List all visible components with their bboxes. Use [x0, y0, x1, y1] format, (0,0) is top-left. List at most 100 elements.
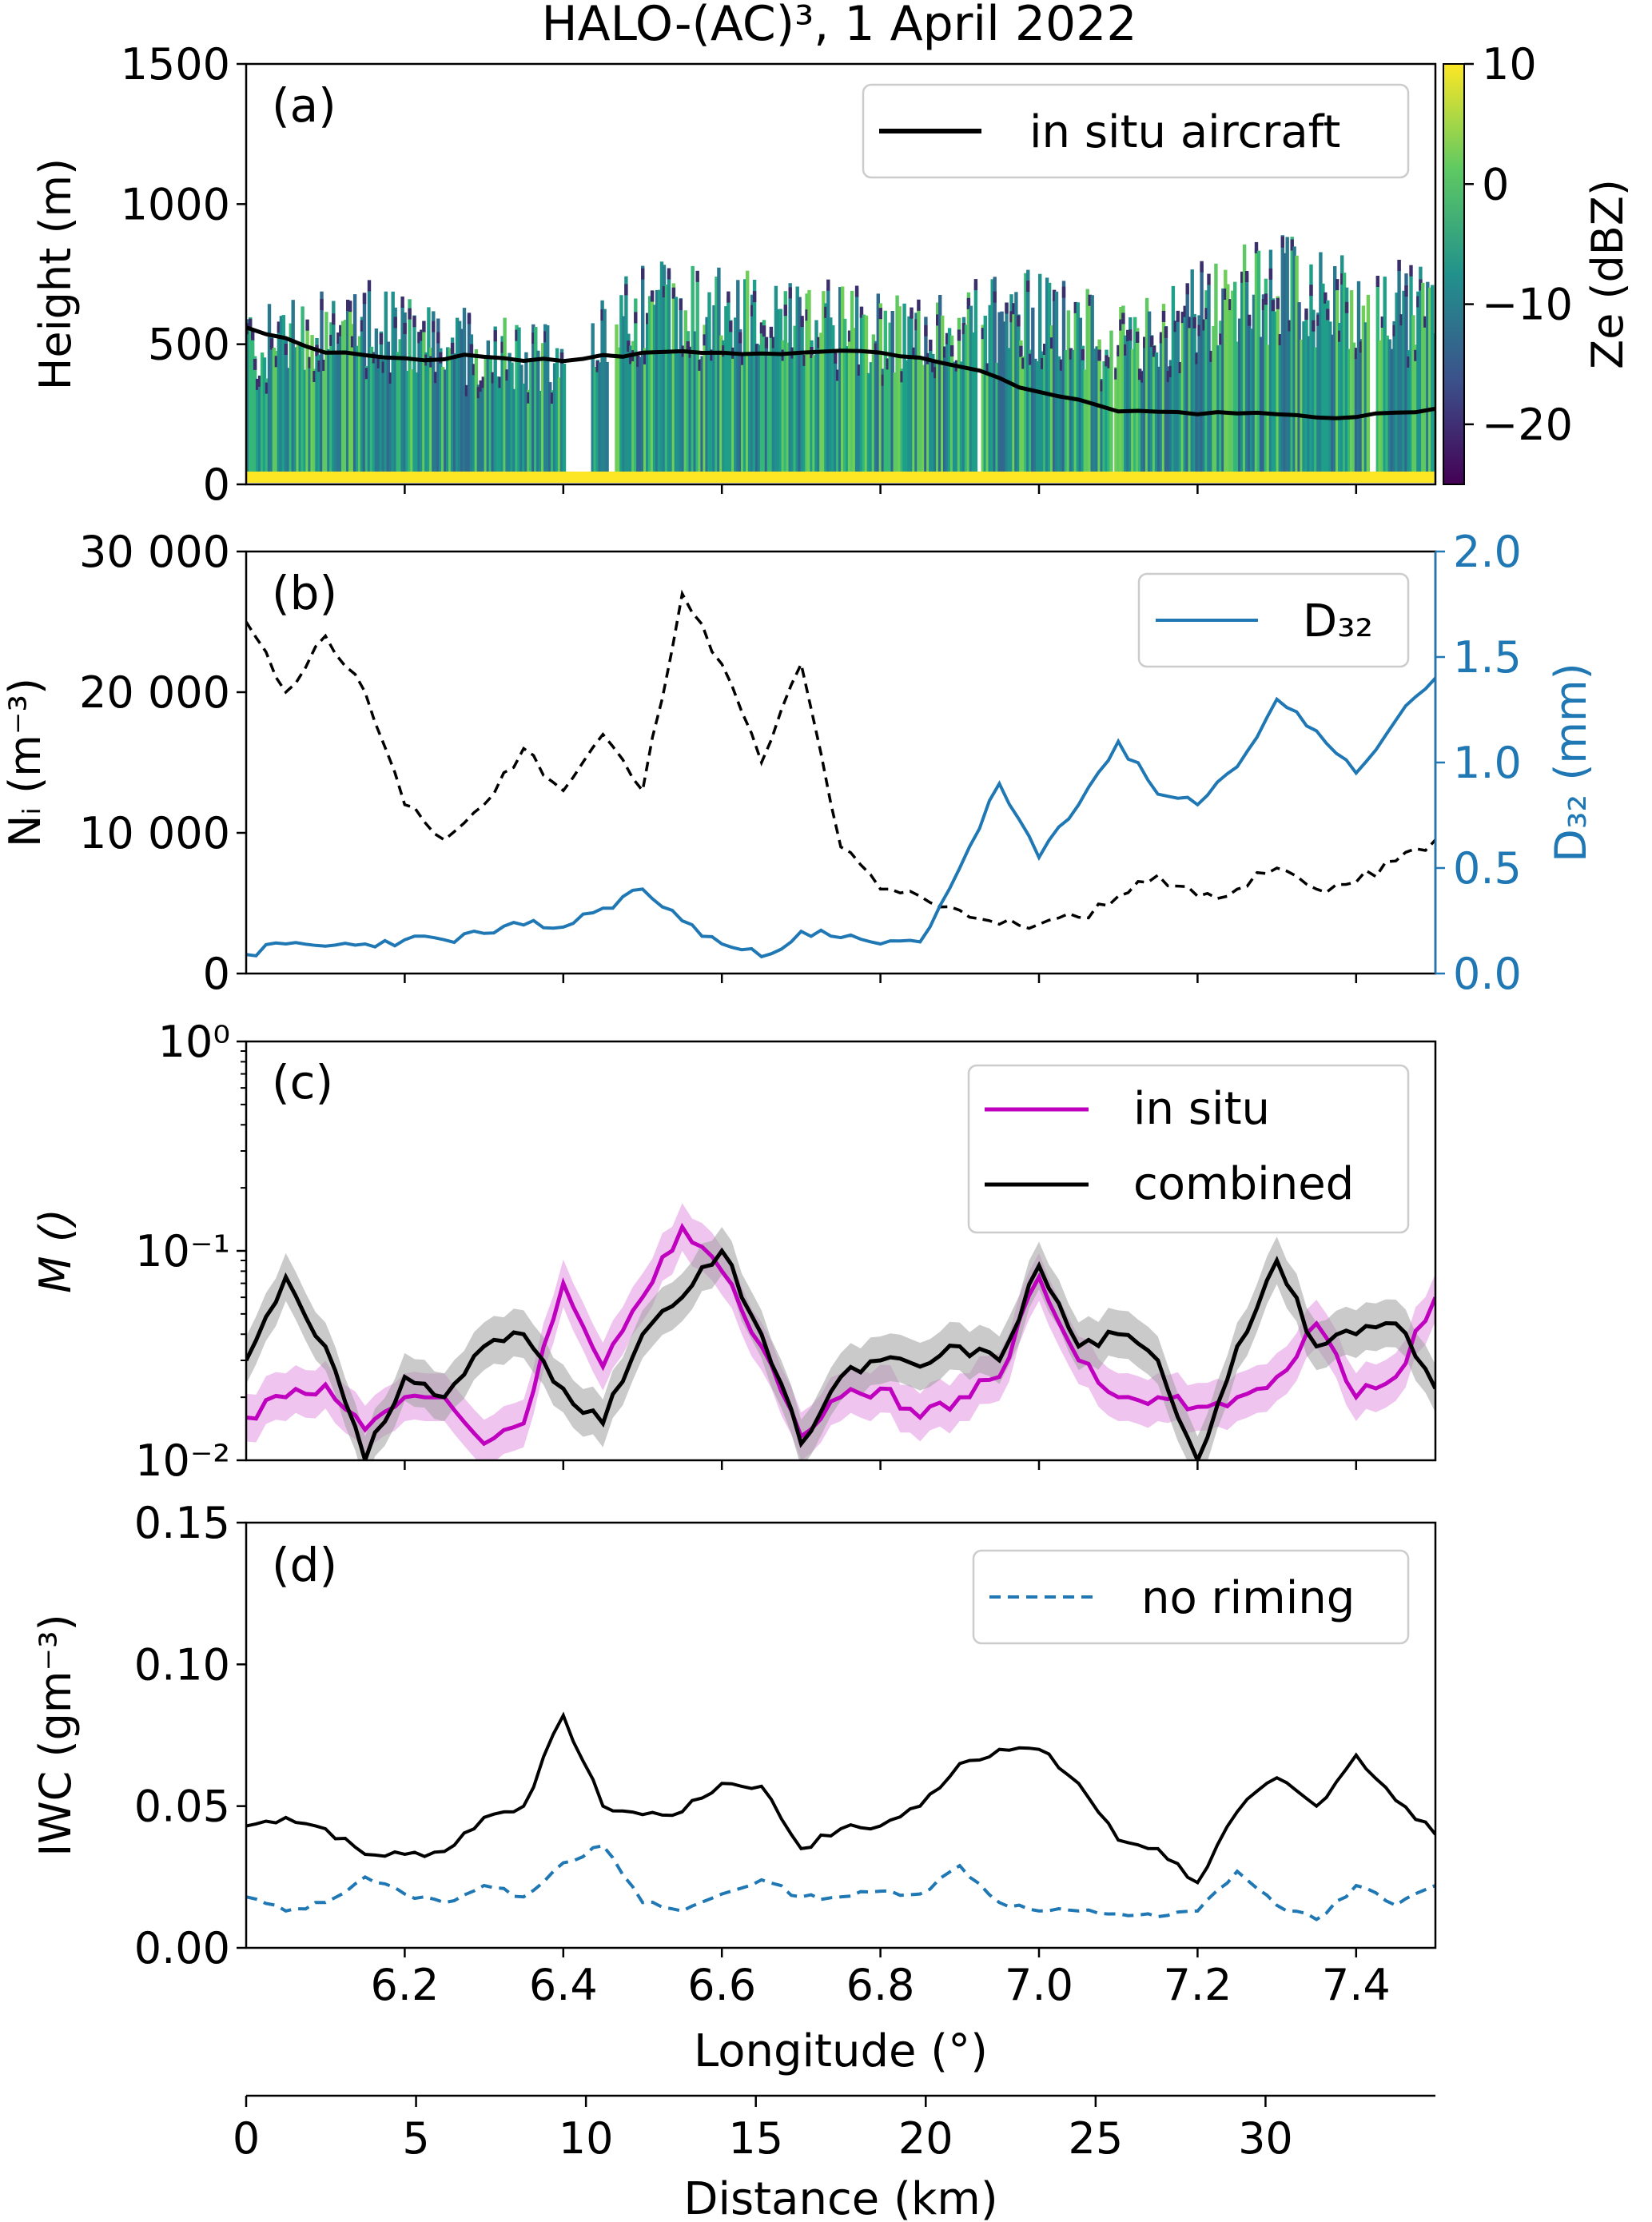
radar-column-edge: [1149, 336, 1154, 348]
radar-column: [432, 311, 436, 476]
radar-column-edge: [1344, 301, 1349, 313]
radar-column-edge: [1164, 326, 1168, 338]
radar-column: [981, 325, 985, 476]
radar-column: [866, 372, 871, 476]
radar-column: [312, 368, 316, 476]
radar-column-edge: [679, 299, 683, 311]
radar-column-edge: [1143, 336, 1147, 348]
radar-column: [1200, 263, 1204, 476]
panel-a: 0 500 1000 1500 (a) Height (m) in situ airc…: [30, 39, 1633, 510]
radar-column: [503, 317, 507, 476]
radar-column: [1359, 339, 1363, 476]
radar-column: [966, 292, 971, 476]
radar-column: [1085, 289, 1089, 476]
radar-column: [1254, 248, 1259, 476]
radar-column-edge: [817, 336, 821, 348]
radar-column-edge: [339, 325, 343, 336]
radar-column-edge: [432, 321, 436, 333]
radar-column-edge: [698, 359, 702, 371]
radar-column-edge: [251, 329, 255, 340]
radar-column: [1304, 313, 1308, 476]
radar-column: [1054, 291, 1059, 476]
radar-column: [783, 291, 787, 476]
radar-column: [895, 295, 899, 476]
ni-number-concentration-line: [246, 589, 1435, 930]
radar-column: [1109, 330, 1113, 476]
panel-c-legend: in situ combined: [967, 1064, 1410, 1234]
radar-column-edge: [1117, 344, 1121, 356]
radar-column: [1309, 264, 1313, 476]
x-tick-label-6.2: 6.2: [370, 1960, 439, 2010]
radar-column-edge: [1209, 350, 1213, 362]
radar-column-edge: [1359, 341, 1363, 353]
radar-column: [1221, 288, 1225, 476]
radar-column: [954, 366, 959, 476]
radar-column-edge: [360, 320, 364, 332]
radar-column: [719, 335, 723, 476]
radar-column-edge: [362, 293, 367, 305]
radar-column-edge: [1271, 300, 1276, 312]
radar-column: [1419, 266, 1423, 476]
radar-column: [947, 328, 952, 476]
radar-column: [1347, 348, 1351, 476]
radar-column-edge: [479, 380, 483, 392]
radar-column: [512, 388, 516, 476]
radar-column: [822, 291, 826, 476]
radar-column-edge: [1207, 273, 1211, 285]
panel-d-y-ticks: 0.00 0.05 0.10 0.15: [134, 1498, 246, 1973]
radar-column-edge: [1124, 344, 1128, 356]
radar-column-edge: [1280, 236, 1284, 248]
radar-column: [1140, 370, 1144, 476]
figure-title: HALO-(AC)³, 1 April 2022: [541, 0, 1136, 52]
combined-uncertainty-band: [246, 1227, 1435, 1460]
radar-column: [1107, 357, 1111, 476]
colorbar: 10 0 −10 −20 Ze (dBZ): [1443, 39, 1633, 485]
radar-column-edge: [1204, 308, 1208, 320]
radar-column: [731, 352, 735, 476]
radar-column-edge: [393, 317, 397, 329]
radar-column: [439, 348, 443, 476]
x-tick-label-7.2: 7.2: [1163, 1960, 1232, 2010]
radar-column: [460, 329, 464, 476]
radar-column: [1264, 278, 1268, 476]
radar-column: [505, 370, 509, 476]
radar-column: [1100, 379, 1104, 476]
radar-column-edge: [993, 291, 997, 303]
radar-column: [819, 333, 823, 476]
radar-column-edge: [1228, 299, 1232, 311]
radar-column-edge: [943, 346, 947, 358]
radar-column-edge: [1161, 310, 1166, 322]
radar-column-edge: [1017, 315, 1021, 327]
radar-column: [1214, 263, 1218, 476]
c-y-tick-label: 10⁰: [158, 1017, 230, 1067]
radar-column: [985, 367, 989, 476]
radar-column: [898, 306, 902, 476]
radar-column: [1076, 302, 1080, 476]
radar-column: [289, 323, 293, 476]
radar-column: [1295, 255, 1299, 476]
radar-column: [1133, 317, 1137, 476]
radar-column-edge: [346, 300, 350, 311]
radar-column: [446, 347, 450, 476]
b-y-tick-label: 0: [203, 949, 230, 999]
radar-column: [841, 286, 845, 476]
radar-column: [726, 297, 730, 476]
radar-column: [508, 352, 512, 476]
radar-column: [598, 362, 602, 476]
radar-column: [929, 349, 933, 476]
radar-column-edge: [1304, 309, 1308, 320]
radar-column: [1397, 260, 1401, 476]
radar-column: [1212, 325, 1216, 476]
radar-column-edge: [1088, 294, 1092, 306]
radar-column: [412, 315, 416, 476]
radar-column-edge: [824, 306, 828, 318]
radar-column-edge: [550, 392, 555, 404]
radar-column: [691, 265, 695, 476]
radar-column: [1121, 305, 1125, 476]
radar-column: [1119, 307, 1123, 476]
radar-column: [859, 313, 864, 476]
radar-column: [1114, 367, 1118, 476]
radar-column-edge: [1419, 279, 1423, 291]
radar-column-edge: [312, 371, 316, 382]
radar-column: [1202, 329, 1206, 476]
